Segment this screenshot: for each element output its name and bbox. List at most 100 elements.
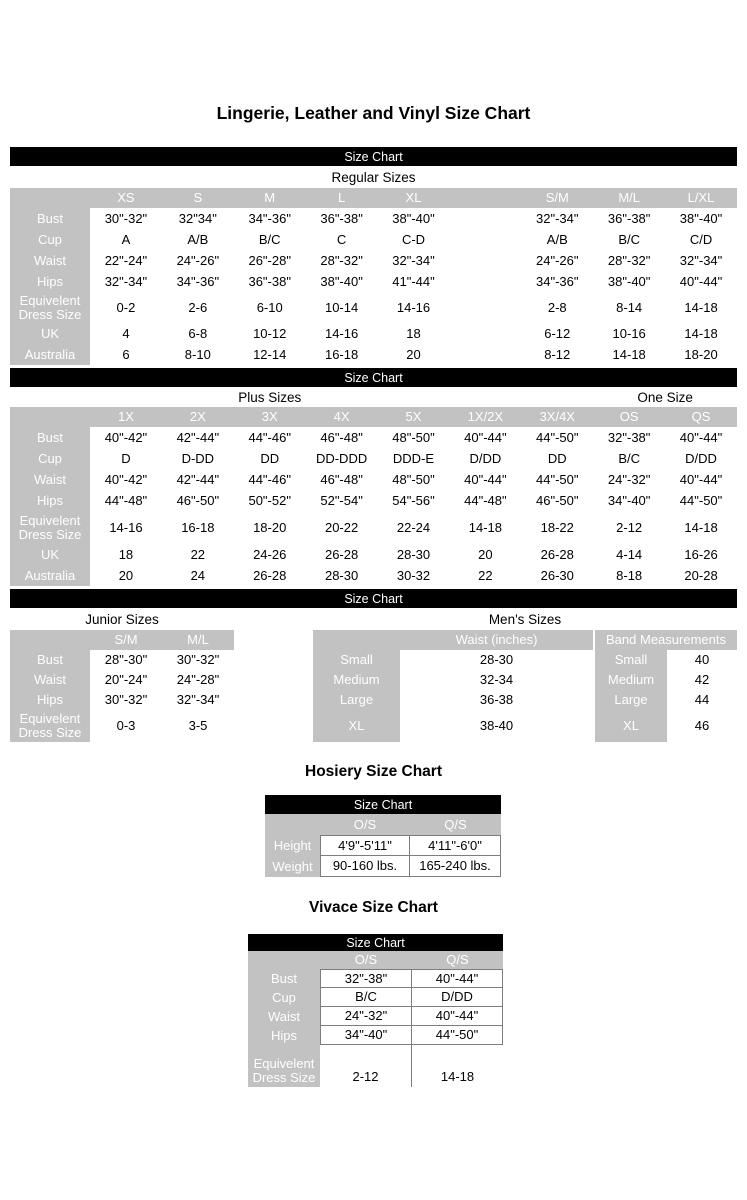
size-cell: 10-16 <box>612 325 646 341</box>
column-header: 5X <box>377 407 450 427</box>
row-label: Australia <box>10 565 90 586</box>
column-header: S/M <box>90 630 162 650</box>
size-chart-bar-label: Size Chart <box>344 591 403 606</box>
row-label: Bust <box>10 650 90 670</box>
corner-cell <box>248 951 320 969</box>
row-label: Small <box>595 650 667 670</box>
row-label: Waist <box>10 670 90 690</box>
size-cell: D <box>121 450 131 466</box>
size-cell <box>449 292 521 323</box>
size-chart-bar: Size Chart <box>248 934 503 951</box>
row-label: Waist <box>248 1007 320 1026</box>
table-row: Bust 30"-32" 32"34" 34"-36" 36"-38" 38"-40" 32… <box>10 208 737 229</box>
column-header: Q/S <box>412 951 503 969</box>
table-row: Cup D D-DD DD DD-DDD DDD-E D/DD DD B/C D/DD <box>10 448 737 469</box>
size-cell: 24"-28" <box>176 672 220 687</box>
size-cell: 24 <box>190 567 206 583</box>
size-cell: 40"-44" <box>679 471 723 487</box>
row-label: Cup <box>10 448 90 469</box>
size-cell <box>449 229 521 250</box>
corner-cell <box>313 630 400 650</box>
size-cell: 38"-40" <box>607 273 651 289</box>
size-cell: 46"-48" <box>320 429 363 445</box>
row-label: XL <box>595 710 667 742</box>
size-cell: 38"-40" <box>679 210 723 226</box>
row-label: Height <box>265 835 320 856</box>
table-header-row: Waist (inches) <box>313 630 593 650</box>
size-cell: A <box>121 231 131 247</box>
size-cell: 28-30 <box>479 652 514 667</box>
column-header <box>449 188 522 208</box>
size-cell: 4-14 <box>616 546 643 562</box>
column-header: 3X/4X <box>521 407 594 427</box>
row-label: Equivelent Dress Size <box>10 710 90 742</box>
column-header: OS <box>593 407 666 427</box>
size-cell: 34"-36" <box>536 273 579 289</box>
size-cell: 18-20 <box>684 346 718 362</box>
junior-sizes-title: Junior Sizes <box>85 611 159 627</box>
corner-cell <box>265 814 320 835</box>
size-cell: 32"-34" <box>536 210 579 226</box>
junior-mens-titles: Junior Sizes Men's Sizes <box>10 608 747 630</box>
size-cell: 24"-32" <box>320 1007 412 1026</box>
vivace-title: Vivace Size Chart <box>309 899 438 916</box>
regular-sizes-title: Regular Sizes <box>331 169 416 185</box>
size-cell: 32"-34" <box>176 692 220 707</box>
table-row: Waist 24"-32" 40"-44" <box>248 1007 503 1026</box>
table-row: Bust 32"-38" 40"-44" <box>248 969 503 988</box>
row-label: Australia <box>10 344 90 365</box>
size-cell: C/D <box>689 231 713 247</box>
size-cell: 44"-46" <box>248 471 291 487</box>
column-header: L/XL <box>665 188 737 208</box>
column-header: M <box>233 188 306 208</box>
size-cell: 24-26 <box>253 546 287 562</box>
one-size-title: One Size <box>637 389 693 405</box>
table-header-row: XS S M L XL S/M M/L L/XL <box>10 188 737 208</box>
size-cell: 40"-44" <box>412 1007 503 1026</box>
size-cell <box>449 344 521 365</box>
size-cell: 30-32 <box>396 567 431 583</box>
size-cell: 28"-32" <box>607 252 651 268</box>
row-label: Equivelent Dress Size <box>248 1045 320 1087</box>
size-cell: 2-8 <box>547 299 567 315</box>
size-cell: 36-38 <box>479 692 514 707</box>
size-cell: 30"-32" <box>104 692 148 707</box>
junior-mens-tables: S/M M/L Bust 28"-30" 30"-32" Waist 20"-24" 24"-… <box>10 630 747 742</box>
size-cell: 6-8 <box>188 325 208 341</box>
size-cell: 28-30 <box>396 546 431 562</box>
row-label: Waist <box>10 469 90 490</box>
size-cell: 3-5 <box>188 718 208 733</box>
size-cell: 32"34" <box>178 210 217 226</box>
size-cell: 40"-44" <box>464 471 507 487</box>
row-label: Bust <box>10 427 90 448</box>
size-cell: 26"-28" <box>248 252 291 268</box>
size-cell: 38"-40" <box>392 210 435 226</box>
size-cell: 34"-36" <box>248 210 291 226</box>
column-header: M/L <box>593 188 666 208</box>
size-cell: 44 <box>694 692 710 707</box>
size-cell: 30"-32" <box>176 652 220 667</box>
row-label: UK <box>10 323 90 344</box>
row-label: Hips <box>10 690 90 710</box>
size-cell: 54"-56" <box>392 492 435 508</box>
size-cell: 44"-50" <box>412 1026 503 1045</box>
size-chart-bar-label: Size Chart <box>344 149 403 164</box>
size-cell: 0-3 <box>116 718 136 733</box>
size-cell: B/C <box>258 231 281 247</box>
size-cell: B/C <box>320 988 412 1007</box>
size-cell: 24"-26" <box>536 252 579 268</box>
size-cell: 24"-32" <box>607 471 651 487</box>
size-cell: 44"-50" <box>536 429 579 445</box>
size-cell: 14-18 <box>468 519 502 535</box>
size-cell: 8-12 <box>544 346 571 362</box>
size-cell: 18 <box>406 325 421 341</box>
row-label: Medium <box>313 670 400 690</box>
table-row: XL 46 <box>595 710 737 742</box>
size-cell: 16-26 <box>684 546 718 562</box>
size-cell: D-DD <box>181 450 215 466</box>
size-cell: 20-22 <box>324 519 359 535</box>
size-chart-bar: Size Chart <box>10 147 737 166</box>
size-cell: 20 <box>118 567 134 583</box>
size-cell: DDD-E <box>392 450 435 466</box>
size-cell: 14-16 <box>109 519 143 535</box>
